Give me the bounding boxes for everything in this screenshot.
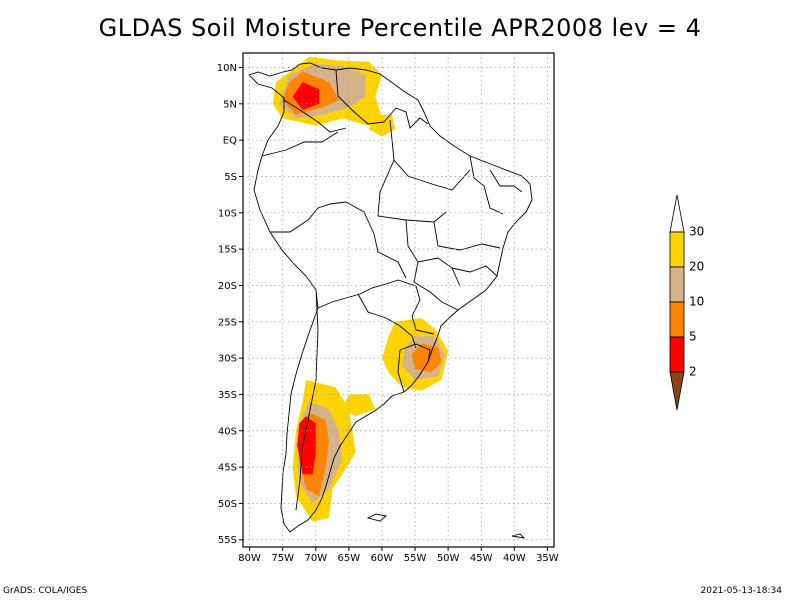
country-border <box>283 99 347 133</box>
data-region-northern-south-america-3 <box>292 82 320 110</box>
x-tick-label: 35W <box>536 553 559 564</box>
data-region-southern-brazil-uruguay-7 <box>411 343 442 373</box>
y-tick-label: 30S <box>218 354 237 365</box>
legend-swatch <box>669 231 685 268</box>
legend-label: 5 <box>689 330 697 344</box>
legend-swatch <box>669 336 685 373</box>
x-tick-label: 50W <box>437 553 460 564</box>
state-border <box>433 221 501 251</box>
legend-swatch <box>669 266 685 303</box>
state-border <box>413 261 459 311</box>
x-tick-label: 40W <box>503 553 526 564</box>
country-border <box>345 201 407 279</box>
y-tick-label: 5S <box>224 172 237 183</box>
y-tick-label: 45S <box>218 463 237 474</box>
x-tick-label: 70W <box>304 553 327 564</box>
legend-label: 20 <box>689 260 704 274</box>
legend-top-triangle <box>669 194 685 233</box>
island <box>366 513 388 522</box>
state-border <box>469 155 504 215</box>
x-tick-label: 60W <box>371 553 394 564</box>
state-border <box>389 119 471 191</box>
footer-timestamp: 2021-05-13-18:34 <box>700 586 783 596</box>
y-tick-label: 40S <box>218 426 237 437</box>
state-border <box>489 169 523 193</box>
y-tick-label: 10N <box>217 63 237 74</box>
y-tick-label: EQ <box>223 136 237 147</box>
country-border <box>397 349 405 393</box>
country-border <box>399 343 431 363</box>
legend-swatch <box>669 301 685 338</box>
footer-credit: GrADS: COLA/IGES <box>3 586 88 596</box>
data-region-la-pampa-patch-8 <box>342 394 376 417</box>
country-border <box>270 201 347 233</box>
y-tick-label: 55S <box>218 535 237 546</box>
legend-label: 2 <box>689 365 697 379</box>
state-border <box>405 219 461 287</box>
x-tick-label: 45W <box>470 553 493 564</box>
y-tick-label: 10S <box>218 208 237 219</box>
y-tick-label: 35S <box>218 390 237 401</box>
country-border <box>395 107 429 129</box>
y-tick-label: 25S <box>218 317 237 328</box>
country-border <box>397 279 435 335</box>
legend-label: 30 <box>689 225 704 239</box>
map-outline-layer <box>248 62 533 539</box>
y-tick-label: 15S <box>218 245 237 256</box>
country-border <box>335 69 397 125</box>
state-border <box>377 159 447 223</box>
legend: 30 20 10 5 2 <box>669 194 704 411</box>
country-border <box>317 279 399 309</box>
state-border <box>451 265 498 277</box>
y-axis-ticks: 10N 5N EQ 5S 10S 15S 20S 25S 30S 35S 40S 45S 50S 55S <box>217 63 243 546</box>
x-tick-label: 80W <box>238 553 261 564</box>
chart-title: GLDAS Soil Moisture Percentile APR2008 l… <box>98 14 702 42</box>
data-layer <box>272 56 449 522</box>
y-tick-label: 5N <box>223 99 237 110</box>
legend-bottom-triangle <box>669 371 685 411</box>
x-tick-label: 65W <box>338 553 361 564</box>
y-tick-label: 50S <box>218 499 237 510</box>
x-tick-label: 75W <box>271 553 294 564</box>
island <box>511 533 526 539</box>
x-axis-ticks: 80W 75W 70W 65W 60W 55W 50W 45W 40W 35W <box>238 547 559 564</box>
continent-outline <box>248 62 533 533</box>
grid-layer <box>243 53 554 547</box>
country-border <box>261 131 339 157</box>
country-border <box>295 289 319 511</box>
y-tick-label: 20S <box>218 281 237 292</box>
x-tick-label: 55W <box>404 553 427 564</box>
plot-frame <box>242 52 555 548</box>
legend-label: 10 <box>689 295 704 309</box>
